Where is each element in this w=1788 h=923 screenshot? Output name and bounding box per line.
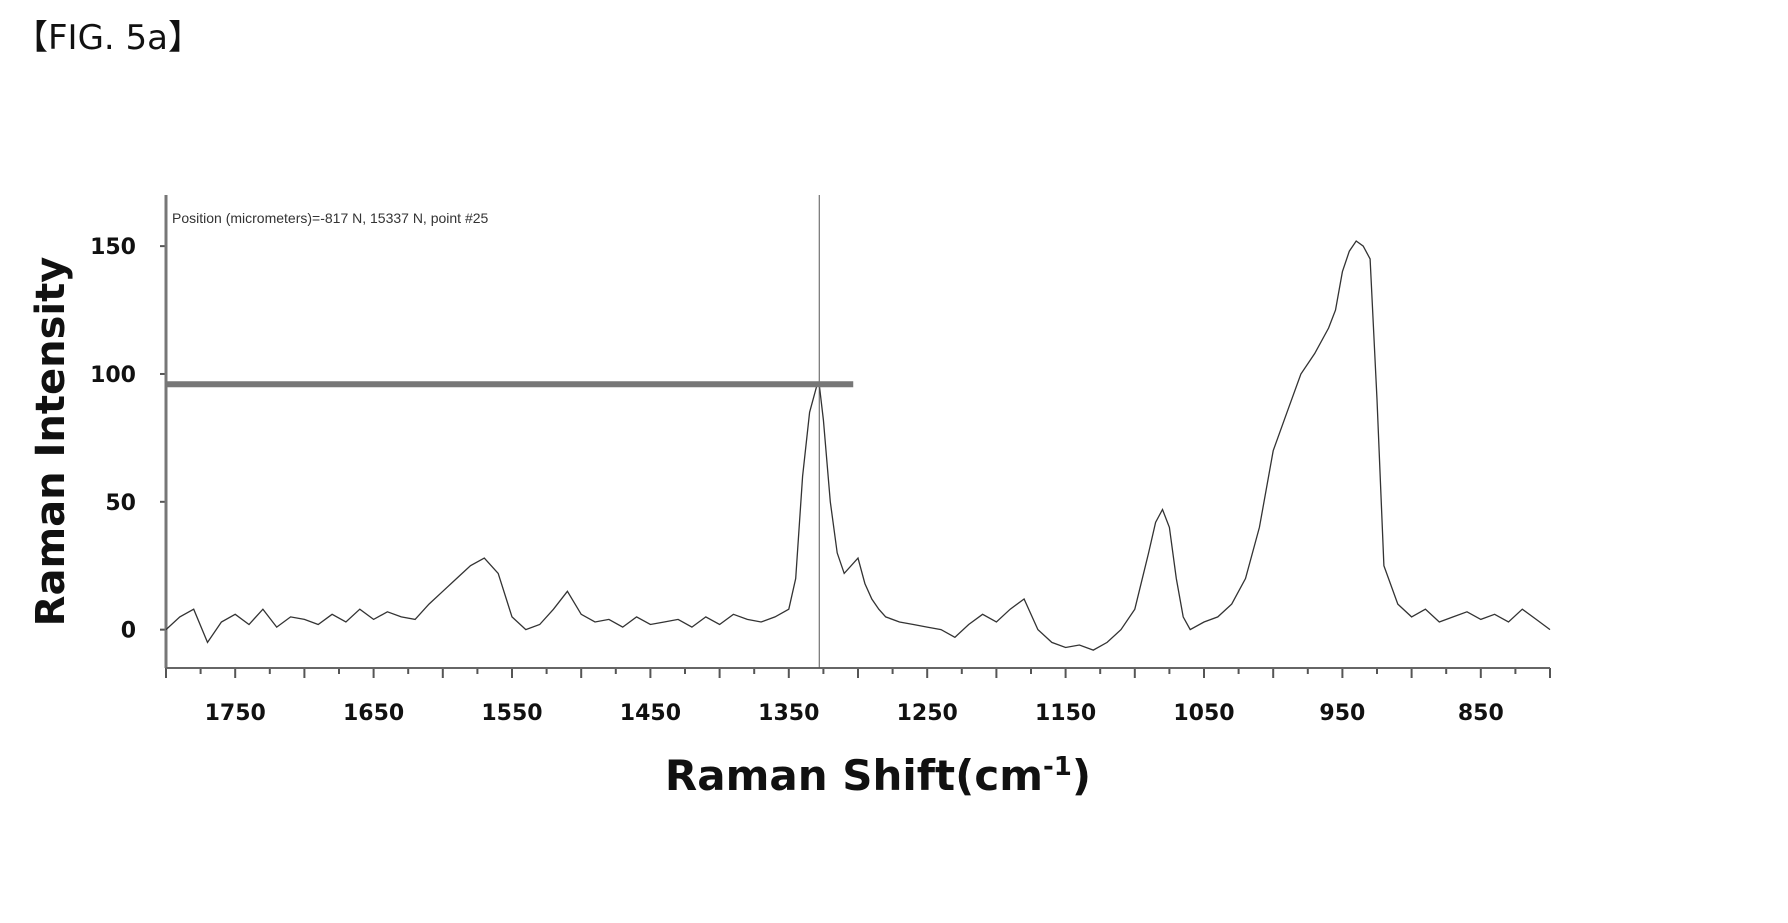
x-axis-title: Raman Shift(cm-1) (665, 751, 1091, 800)
y-tick-label: 50 (105, 491, 136, 516)
x-tick-label: 1350 (758, 701, 819, 726)
x-axis-title-close: ) (1072, 751, 1091, 800)
spectrum-series-line (165, 240, 1551, 651)
x-tick-label: 1650 (343, 701, 404, 726)
x-tick-label: 1750 (205, 701, 266, 726)
y-tick-label: 0 (121, 619, 136, 644)
x-tick-label: 1450 (620, 701, 681, 726)
x-tick-label: 1150 (1035, 701, 1096, 726)
y-axis-ticks: 0 50 100 150 (90, 235, 166, 644)
y-axis-title-group: Raman Intensity (28, 257, 74, 627)
x-axis-ticks: 1750 1650 1550 1450 1350 1250 1150 1050 950 850 (165, 668, 1551, 726)
x-tick-label: 950 (1319, 701, 1365, 726)
y-tick-label: 100 (90, 363, 136, 388)
x-axis-title-sup: -1 (1043, 752, 1072, 782)
x-tick-label: 850 (1458, 701, 1504, 726)
x-axis-title-main: Raman Shift(cm (665, 751, 1043, 800)
x-tick-label: 1250 (897, 701, 958, 726)
figure-label: 【FIG. 5a】 (14, 18, 203, 58)
y-tick-label: 150 (90, 235, 136, 260)
position-annotation: Position (micrometers)=-817 N, 15337 N, … (172, 210, 489, 226)
y-axis-title: Raman Intensity (28, 257, 74, 627)
x-tick-label: 1550 (481, 701, 542, 726)
x-tick-label: 1050 (1173, 701, 1234, 726)
